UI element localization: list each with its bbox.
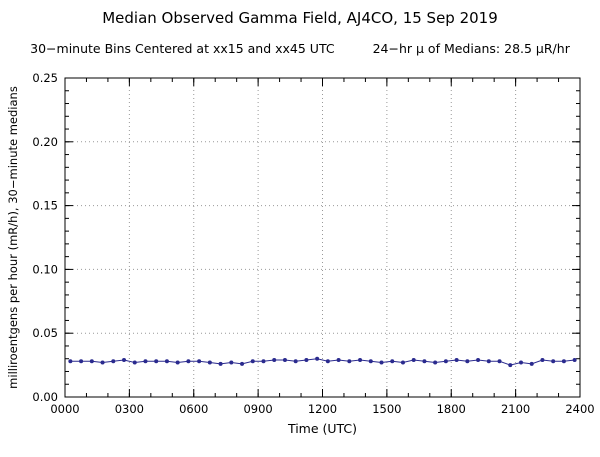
data-point <box>272 357 277 362</box>
data-point <box>304 357 309 362</box>
data-point <box>368 359 373 364</box>
data-point <box>89 359 94 364</box>
x-tick-label: 2400 <box>565 402 594 416</box>
data-point <box>207 360 212 365</box>
x-tick-label: 0600 <box>179 402 208 416</box>
data-point <box>261 359 266 364</box>
y-tick-label: 0.05 <box>32 326 58 340</box>
data-point <box>497 359 502 364</box>
data-point <box>561 359 566 364</box>
data-point <box>154 359 159 364</box>
data-point <box>400 360 405 365</box>
x-tick-label: 0300 <box>115 402 144 416</box>
x-tick-label: 0900 <box>243 402 272 416</box>
y-tick-label: 0.10 <box>32 262 58 276</box>
chart-subtitle-right: 24−hr μ of Medians: 28.5 μR/hr <box>372 41 570 56</box>
data-point <box>443 359 448 364</box>
data-point <box>132 360 137 365</box>
data-point <box>508 363 513 368</box>
data-point <box>572 357 577 362</box>
x-tick-label: 1800 <box>437 402 466 416</box>
data-point <box>422 359 427 364</box>
data-point <box>100 360 105 365</box>
x-tick-label: 2100 <box>501 402 530 416</box>
data-point <box>197 359 202 364</box>
data-point <box>529 361 534 366</box>
data-point <box>175 360 180 365</box>
y-tick-label: 0.15 <box>32 199 58 213</box>
data-point <box>325 359 330 364</box>
data-point <box>68 359 73 364</box>
data-point <box>379 360 384 365</box>
data-point <box>79 359 84 364</box>
y-tick-label: 0.20 <box>32 135 58 149</box>
data-point <box>315 356 320 361</box>
x-tick-label: 0000 <box>50 402 79 416</box>
chart-title: Median Observed Gamma Field, AJ4CO, 15 S… <box>102 9 498 27</box>
data-point <box>164 359 169 364</box>
data-point <box>229 360 234 365</box>
data-point <box>282 357 287 362</box>
data-point <box>240 361 245 366</box>
y-axis-label: milliroentgens per hour (mR/h), 30−minut… <box>6 86 20 389</box>
chart-subtitle-left: 30−minute Bins Centered at xx15 and xx45… <box>30 41 335 56</box>
y-tick-label: 0.00 <box>32 390 58 404</box>
data-point <box>186 359 191 364</box>
x-tick-label: 1200 <box>308 402 337 416</box>
data-point <box>433 360 438 365</box>
data-point <box>454 357 459 362</box>
data-point <box>476 357 481 362</box>
data-point <box>518 360 523 365</box>
data-point <box>358 357 363 362</box>
data-point <box>250 359 255 364</box>
data-point <box>347 359 352 364</box>
data-point <box>293 359 298 364</box>
data-point <box>486 359 491 364</box>
data-point <box>218 361 223 366</box>
plot-frame <box>64 77 581 398</box>
data-point <box>551 359 556 364</box>
data-point <box>143 359 148 364</box>
data-point <box>111 359 116 364</box>
x-tick-label: 1500 <box>372 402 401 416</box>
chart-subtitle: 30−minute Bins Centered at xx15 and xx45… <box>0 41 600 56</box>
data-point <box>465 359 470 364</box>
x-axis-label: Time (UTC) <box>287 421 357 436</box>
y-tick-label: 0.25 <box>32 71 58 85</box>
data-point <box>336 357 341 362</box>
data-point <box>411 357 416 362</box>
data-point <box>540 357 545 362</box>
data-point <box>122 357 127 362</box>
data-point <box>390 359 395 364</box>
